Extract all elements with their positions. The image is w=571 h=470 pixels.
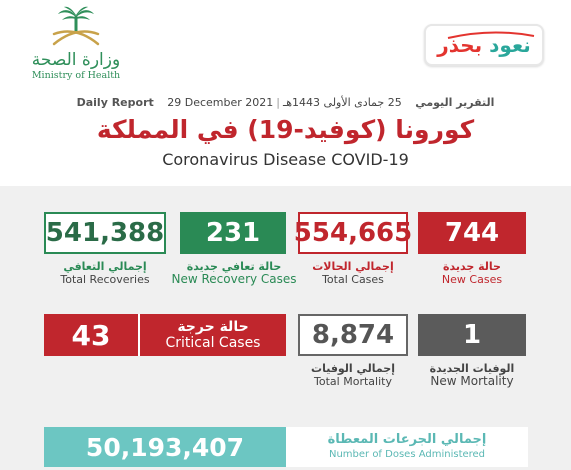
report-label-en: Daily Report bbox=[76, 96, 154, 109]
ministry-logo: وزارة الصحة Ministry of Health bbox=[26, 6, 126, 86]
campaign-word-2: بحذر bbox=[437, 33, 483, 57]
hijri-date: 25 جمادى الأولى 1443هـ bbox=[283, 96, 402, 109]
gregorian-date: 29 December 2021 bbox=[167, 96, 274, 109]
total-cases-value: 554,665 bbox=[294, 212, 412, 254]
swoosh-icon bbox=[447, 31, 535, 39]
new-cases-label: حالة جديدة New Cases bbox=[441, 260, 503, 286]
doses-label: إجمالي الجرعات المعطاة Number of Doses A… bbox=[286, 427, 528, 467]
new-mortality-label: الوفيات الجديدة New Mortality bbox=[429, 362, 515, 388]
doses-box: 50,193,407 إجمالي الجرعات المعطاة Number… bbox=[44, 427, 528, 467]
total-mortality-value: 8,874 bbox=[298, 314, 408, 356]
new-mortality-value: 1 bbox=[418, 314, 526, 356]
new-recovery-value: 231 bbox=[180, 212, 286, 254]
total-recoveries-label: إجمالي التعافي Total Recoveries bbox=[60, 260, 150, 286]
critical-cases-label: حالة حرجة Critical Cases bbox=[165, 319, 261, 351]
report-label-ar: التقرير اليومي bbox=[415, 96, 495, 109]
total-cases-label: إجمالي الحالات Total Cases bbox=[312, 260, 394, 286]
total-recoveries-value: 541,388 bbox=[44, 212, 166, 254]
critical-cases-value: 43 bbox=[44, 314, 140, 356]
report-date-line: Daily Report 29 December 2021 | 25 جمادى ا… bbox=[76, 96, 495, 109]
campaign-word-1: نعود bbox=[489, 33, 531, 57]
total-mortality-label: إجمالي الوفيات Total Mortality bbox=[311, 362, 395, 388]
page-title-ar: كورونا (كوفيد-19) في المملكة bbox=[96, 115, 475, 144]
ministry-name-en: Ministry of Health bbox=[31, 70, 121, 81]
ministry-name-ar: وزارة الصحة bbox=[31, 50, 121, 70]
doses-value: 50,193,407 bbox=[44, 427, 286, 467]
critical-cases-box: 43 حالة حرجة Critical Cases bbox=[44, 314, 286, 356]
page-title-en: Coronavirus Disease COVID-19 bbox=[162, 150, 409, 169]
new-recovery-label: حالة تعافي جديدة New Recovery Cases bbox=[171, 260, 297, 286]
palm-swords-emblem-icon bbox=[52, 6, 100, 46]
campaign-badge: نعود بحذر bbox=[424, 24, 544, 66]
new-cases-value: 744 bbox=[418, 212, 526, 254]
